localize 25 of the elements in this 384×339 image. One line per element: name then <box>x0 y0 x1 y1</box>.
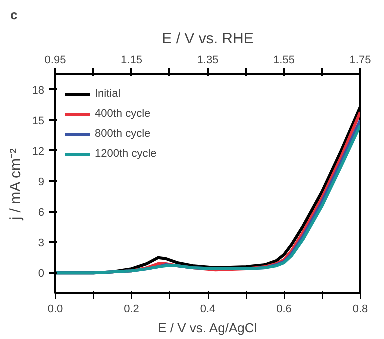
y-tick-label: 3 <box>38 238 45 250</box>
x2-tick-label: 1.75 <box>350 54 372 66</box>
y-tick-label: 18 <box>32 84 45 97</box>
x-tick-label: 0.4 <box>200 304 216 316</box>
x-tick-label: 0.0 <box>48 304 64 316</box>
text: c <box>10 8 18 22</box>
legend-label: 1200th cycle <box>95 148 157 160</box>
x2-tick-label: 1.55 <box>274 54 295 66</box>
x2-tick-label: 1.35 <box>197 54 219 66</box>
x-axis-title: E / V vs. Ag/AgCl <box>158 320 258 336</box>
x-tick-label: 0.2 <box>124 304 140 316</box>
y-tick-label: 12 <box>32 146 45 158</box>
y-tick-label: 9 <box>38 176 45 188</box>
x2-axis-title: E / V vs. RHE <box>162 30 254 48</box>
legend-label: Initial <box>95 88 121 100</box>
x-tick-label: 0.8 <box>352 304 368 316</box>
y-tick-label: 0 <box>38 268 45 280</box>
x2-tick-label: 0.95 <box>44 54 66 66</box>
y-tick-label: 15 <box>32 115 45 128</box>
x2-tick-label: 1.15 <box>121 54 142 66</box>
y-tick-label: 6 <box>38 207 45 220</box>
y-axis-title: j / mA cm⁻² <box>7 148 24 222</box>
legend-label: 800th cycle <box>95 128 151 140</box>
legend-label: 400th cycle <box>95 108 151 120</box>
x-tick-label: 0.6 <box>276 304 292 316</box>
